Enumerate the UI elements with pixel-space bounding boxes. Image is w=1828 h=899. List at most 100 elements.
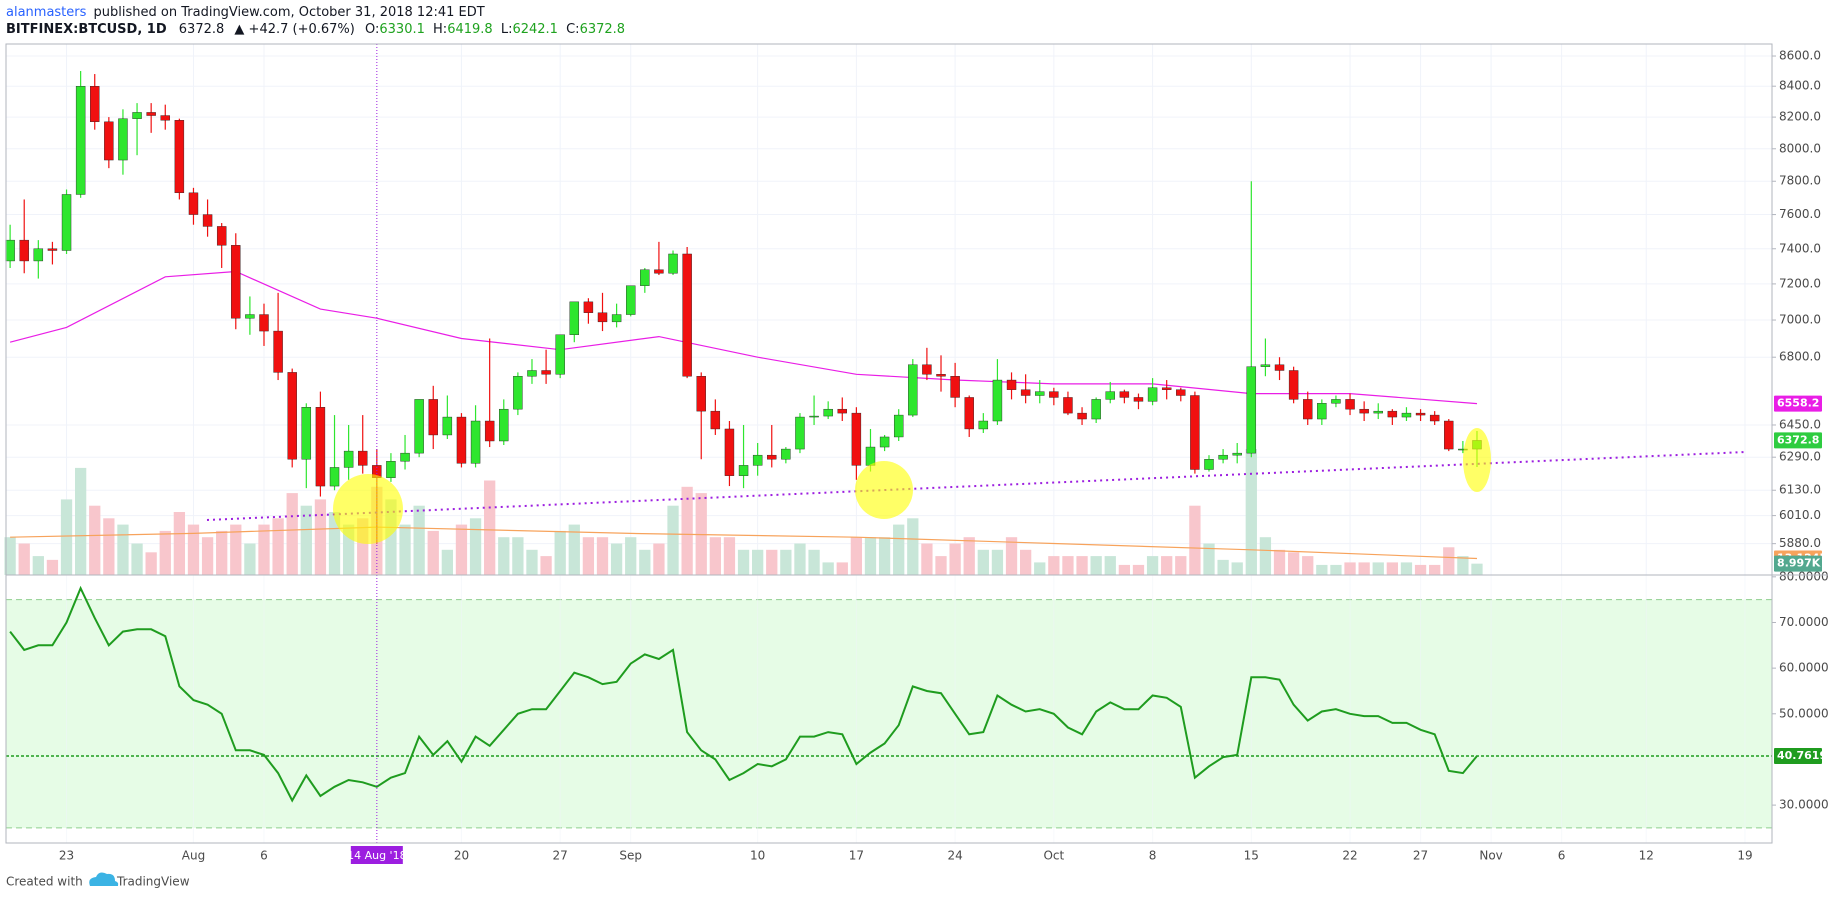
low-value: 6242.1: [512, 22, 558, 37]
volume-bar: [1175, 556, 1187, 575]
change: ▲ +42.7 (+0.67%): [234, 22, 354, 37]
drawings: [206, 428, 1746, 544]
volume-bar: [244, 543, 256, 575]
candle-body: [1204, 459, 1214, 470]
volume-bar: [216, 530, 228, 575]
volume-bar: [1287, 552, 1300, 575]
volume-bar: [74, 467, 87, 575]
candle-body: [216, 226, 227, 246]
volume-bar: [893, 524, 905, 575]
y-tick-label: 70.0000: [1779, 615, 1828, 629]
candle-body: [865, 446, 876, 466]
candle-body: [1161, 387, 1172, 390]
volume-bar: [1104, 556, 1116, 575]
candle-body: [160, 115, 170, 121]
y-tick-label: 7400.0: [1779, 241, 1821, 255]
volume-bar: [1019, 549, 1032, 575]
x-tick-label: 8: [1149, 849, 1157, 863]
volume-ma: [10, 526, 1478, 560]
volume-bar: [173, 512, 186, 575]
volume-bar: [272, 518, 284, 575]
highlight-circle: [333, 474, 403, 544]
y-tick-label: 7800.0: [1779, 174, 1821, 188]
highlight-ellipse: [1463, 428, 1491, 492]
y-tick-label: 7200.0: [1779, 276, 1821, 290]
volume-badge: 8.997K: [1777, 557, 1821, 570]
candle-body: [400, 452, 410, 462]
candle-body: [287, 372, 297, 460]
candle-body: [47, 248, 58, 251]
candle-body: [640, 269, 650, 286]
volume-bar: [1429, 564, 1441, 575]
volume-bar: [1414, 564, 1427, 575]
volume-bar: [1132, 564, 1145, 575]
volume-bar: [286, 493, 298, 575]
rsi-badge: 40.7619: [1777, 749, 1827, 762]
y-tick-label: 50.0000: [1779, 706, 1828, 720]
candle-body: [1288, 370, 1299, 400]
volume-bar: [681, 486, 693, 575]
price-ma-badge: 6558.2: [1777, 397, 1819, 410]
volume-bar: [1034, 562, 1046, 575]
x-tick-label: 27: [553, 849, 568, 863]
candle-body: [851, 412, 862, 466]
volume-bar: [1259, 537, 1272, 575]
volume-bar: [1161, 556, 1173, 575]
candle-body: [1232, 452, 1242, 456]
volume-bar: [1076, 556, 1088, 575]
volume-bar: [1358, 562, 1370, 575]
volume-bar: [427, 530, 439, 575]
volume-bar: [328, 512, 341, 575]
y-tick-label: 8000.0: [1779, 141, 1821, 155]
volume-bar: [201, 537, 214, 575]
volume-bar: [1316, 564, 1328, 575]
volume-badge-bg: [1774, 555, 1822, 572]
volume-bar: [653, 543, 665, 575]
volume-bar: [977, 549, 989, 575]
volume-bar: [357, 518, 369, 575]
low-label: L:: [501, 22, 513, 37]
volume-bar: [639, 549, 651, 575]
trend-line: [206, 451, 1746, 521]
candle-body: [1345, 399, 1355, 410]
candle-body: [1176, 389, 1186, 396]
volume-bar: [752, 549, 764, 575]
candle-body: [202, 214, 213, 227]
volume-bar: [780, 549, 792, 575]
y-tick-label: 6800.0: [1779, 350, 1821, 364]
volume-bar: [991, 549, 1004, 575]
x-tick-label: 19: [1737, 849, 1752, 863]
volume-bar: [540, 556, 552, 575]
volume-bar: [1372, 562, 1384, 575]
x-tick-label: 23: [59, 849, 74, 863]
published: published on TradingView.com, October 31…: [94, 5, 485, 20]
symbol: BITFINEX:BTCUSD, 1D: [6, 22, 167, 37]
candle-body: [710, 410, 721, 430]
y-tick-label: 8600.0: [1779, 49, 1821, 63]
candle-body: [513, 376, 523, 410]
volume-bar: [258, 524, 270, 575]
y-tick-label: 80.0000: [1779, 569, 1828, 583]
volume-bar: [878, 537, 891, 575]
last-price-badge: 6372.8: [1777, 433, 1819, 446]
volume-bar: [667, 505, 679, 575]
volume-bar: [1231, 562, 1243, 575]
candle-body: [964, 397, 974, 430]
candle-body: [978, 420, 989, 430]
candle-body: [1119, 391, 1130, 398]
author[interactable]: alanmasters: [6, 5, 87, 20]
volume-bar: [187, 524, 200, 575]
candle-body: [922, 364, 932, 375]
candle-body: [1303, 399, 1313, 420]
x-tick-label: Sep: [619, 849, 642, 863]
volume-bar: [1217, 559, 1229, 575]
candle-body: [132, 112, 142, 119]
x-tick-label: 17: [849, 849, 864, 863]
footer-brand[interactable]: TradingView: [116, 875, 190, 889]
volume-bar: [117, 524, 129, 575]
candle-body: [1387, 410, 1398, 418]
candle-body: [908, 364, 918, 416]
candle-body: [1246, 366, 1257, 454]
price-ma-badge-bg: [1774, 395, 1822, 412]
volume-bar: [582, 537, 595, 575]
